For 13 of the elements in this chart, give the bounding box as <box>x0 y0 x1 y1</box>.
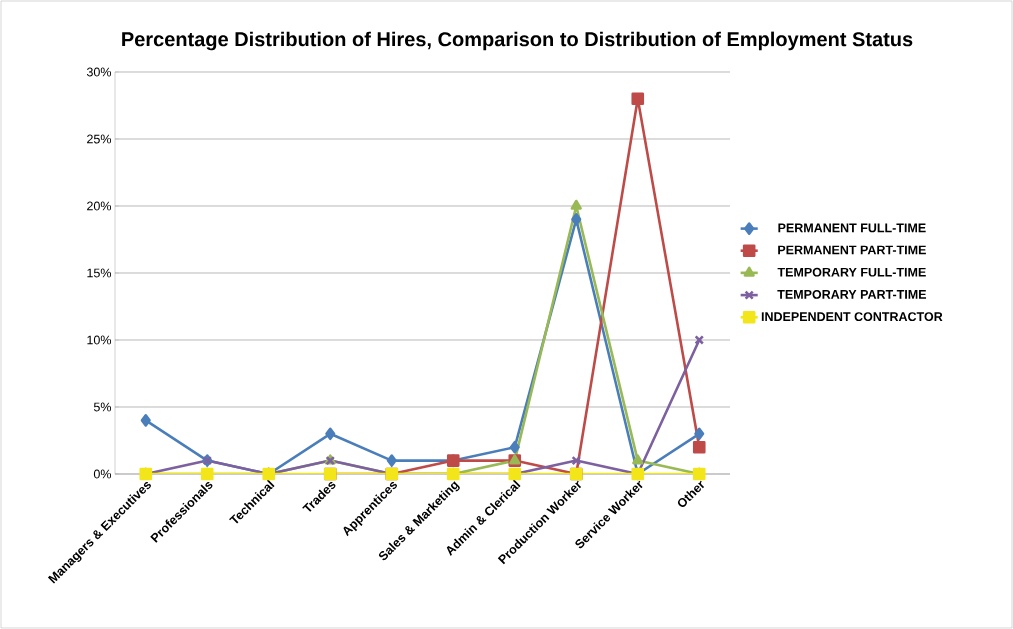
legend-label: PERMANENT PART-TIME <box>778 245 926 255</box>
legend-label: INDEPENDENT CONTRACTOR <box>761 312 943 322</box>
legend-label: TEMPORARY PART-TIME <box>777 289 927 299</box>
y-tick-label: 15% <box>87 268 112 278</box>
y-tick-label: 20% <box>87 201 112 211</box>
y-tick-label: 30% <box>86 67 112 77</box>
y-tick-label: 5% <box>93 402 112 412</box>
y-tick-label: 0% <box>93 469 112 479</box>
y-tick-label: 10% <box>87 335 112 345</box>
chart-title: Percentage Distribution of Hires, Comparison to Distribution of Employment Status <box>122 31 913 51</box>
legend-label: PERMANENT FULL-TIME <box>778 223 926 233</box>
legend-label: TEMPORARY FULL-TIME <box>777 267 926 277</box>
y-tick-label: 25% <box>87 134 112 144</box>
